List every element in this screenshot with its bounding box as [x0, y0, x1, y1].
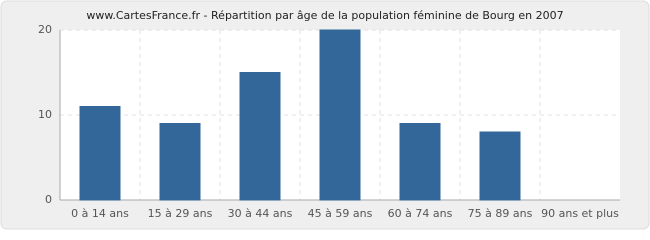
x-tick-label: 90 ans et plus: [541, 207, 619, 220]
y-tick-label: 10: [38, 108, 52, 121]
x-tick-label: 60 à 74 ans: [388, 207, 453, 220]
page: {"chart_data": {"type": "bar", "title": …: [0, 0, 650, 230]
bar: [479, 131, 521, 201]
bar: [159, 123, 201, 201]
x-tick-label: 45 à 59 ans: [308, 207, 373, 220]
x-tick-label: 0 à 14 ans: [71, 207, 129, 220]
y-tick-label: 20: [38, 23, 52, 36]
bar: [319, 29, 361, 201]
bar: [239, 72, 281, 201]
x-tick-label: 15 à 29 ans: [148, 207, 213, 220]
x-tick-label: 75 à 89 ans: [468, 207, 533, 220]
chart: www.CartesFrance.fr - Répartition par âg…: [0, 0, 650, 230]
bar: [399, 123, 441, 201]
x-tick-label: 30 à 44 ans: [228, 207, 293, 220]
chart-title: www.CartesFrance.fr - Répartition par âg…: [86, 9, 563, 22]
bar: [79, 106, 121, 201]
y-tick-label: 0: [45, 193, 52, 206]
